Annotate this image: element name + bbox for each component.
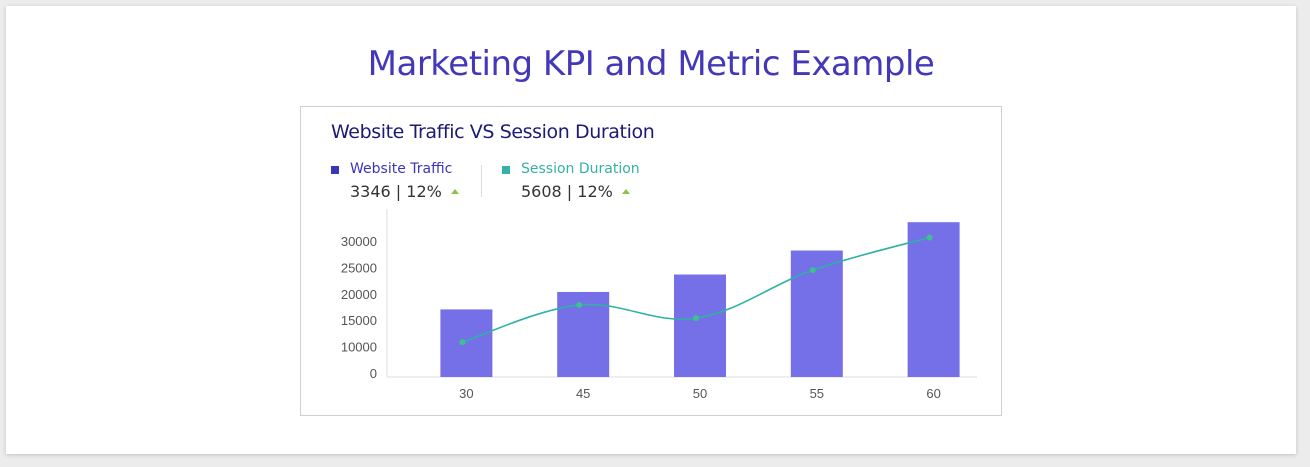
kpi-value-session-duration: 5608 | 12% [521,182,613,201]
line-point [926,234,933,241]
legend-label-session-duration: Session Duration [521,161,640,177]
kpi-value-website-traffic: 3346 | 12% [350,182,442,201]
chart-title: Website Traffic VS Session Duration [331,121,655,143]
page-background: Marketing KPI and Metric Example Website… [6,6,1296,454]
y-tick-label: 0 [370,366,377,381]
bar [440,309,493,377]
legend-label-website-traffic: Website Traffic [350,161,453,177]
y-tick-label: 10000 [341,340,377,355]
legend-divider [481,165,482,197]
combo-chart: 0 10000 15000 20000 25000 30000 30 45 50 55 60 [341,209,977,401]
kpi-website-traffic: 3346 | 12% [350,182,459,201]
kpi-session-duration: 5608 | 12% [521,182,630,201]
y-tick-label: 20000 [341,287,377,302]
chart-card: Website Traffic VS Session Duration Webs… [300,106,1002,416]
line-point [693,315,699,322]
x-tick-label: 30 [459,386,473,401]
bar [557,291,610,377]
line-point [459,339,466,346]
bar [907,222,960,377]
legend-swatch-website-traffic [331,166,339,174]
line-point [809,267,816,274]
x-tick-label: 45 [576,386,590,401]
y-tick-label: 15000 [341,313,377,328]
legend-swatch-session-duration [502,166,510,174]
x-tick-label: 60 [926,386,940,401]
x-tick-label: 55 [810,386,824,401]
line-point [576,302,583,309]
triangle-up-icon [621,189,630,194]
y-tick-label: 30000 [341,234,377,249]
x-tick-label: 50 [693,386,707,401]
bar [674,274,726,377]
bar [790,250,843,377]
page-title: Marketing KPI and Metric Example [367,44,935,84]
y-tick-label: 25000 [341,260,377,275]
triangle-up-icon [450,189,459,194]
